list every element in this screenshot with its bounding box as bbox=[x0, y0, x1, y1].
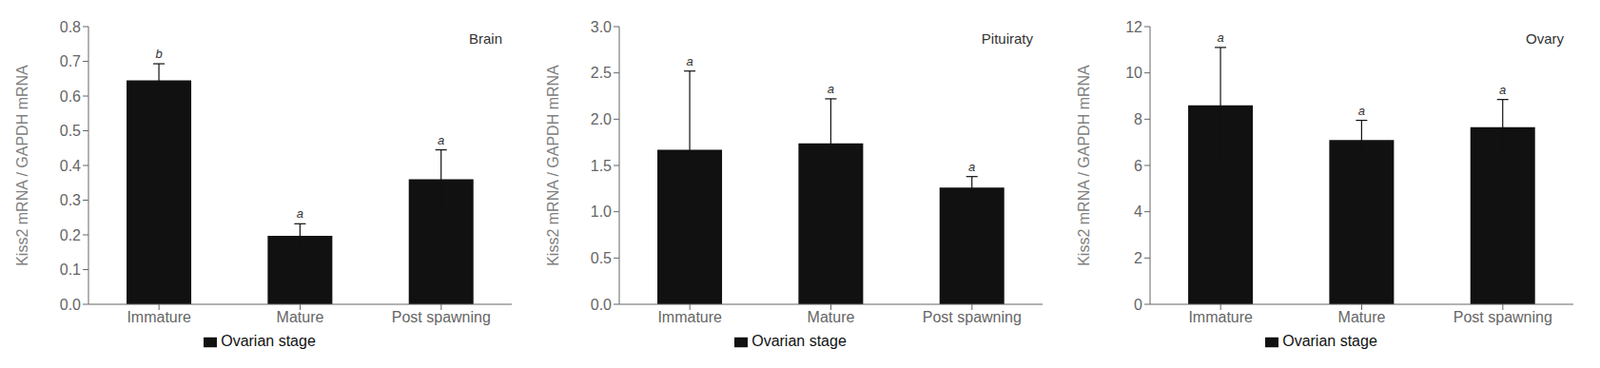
svg-text:Post spawning: Post spawning bbox=[391, 309, 491, 326]
svg-text:1.0: 1.0 bbox=[590, 203, 612, 220]
svg-text:8: 8 bbox=[1133, 111, 1143, 128]
svg-text:a: a bbox=[1499, 82, 1506, 98]
svg-text:Kiss2 mRNA / GAPDH mRNA: Kiss2 mRNA / GAPDH mRNA bbox=[545, 64, 562, 267]
svg-text:Kiss2 mRNA / GAPDH mRNA: Kiss2 mRNA / GAPDH mRNA bbox=[1075, 64, 1093, 267]
svg-text:0.7: 0.7 bbox=[59, 53, 81, 70]
svg-text:2: 2 bbox=[1133, 250, 1143, 267]
svg-text:b: b bbox=[155, 46, 162, 61]
html-text:Ovary: Ovary bbox=[1525, 30, 1564, 47]
svg-text:0.3: 0.3 bbox=[59, 192, 81, 209]
svg-text:Post spawning: Post spawning bbox=[1453, 309, 1553, 326]
svg-text:12: 12 bbox=[1125, 19, 1143, 36]
svg-text:0.0: 0.0 bbox=[59, 296, 81, 313]
html-text:Ovarian stage: Ovarian stage bbox=[751, 332, 847, 350]
svg-text:1.5: 1.5 bbox=[590, 157, 612, 175]
svg-text:10: 10 bbox=[1125, 64, 1143, 81]
svg-text:0.0: 0.0 bbox=[590, 296, 612, 313]
svg-text:Immature: Immature bbox=[657, 309, 722, 326]
svg-text:6: 6 bbox=[1133, 157, 1143, 175]
svg-text:0: 0 bbox=[1133, 296, 1143, 313]
html-text:Brain: Brain bbox=[468, 30, 503, 47]
svg-text:Immature: Immature bbox=[1188, 309, 1253, 326]
svg-text:Kiss2 mRNA / GAPDH mRNA: Kiss2 mRNA / GAPDH mRNA bbox=[14, 64, 31, 267]
svg-text:Mature: Mature bbox=[1338, 309, 1386, 326]
svg-text:2.0: 2.0 bbox=[590, 111, 612, 128]
html-text:Pituiraty: Pituiraty bbox=[981, 30, 1034, 47]
svg-text:Post spawning: Post spawning bbox=[922, 309, 1022, 326]
svg-text:Mature: Mature bbox=[276, 309, 325, 326]
svg-text:Mature: Mature bbox=[807, 309, 856, 326]
svg-text:2.5: 2.5 bbox=[590, 64, 612, 81]
svg-text:0.5: 0.5 bbox=[59, 122, 81, 139]
svg-text:0.2: 0.2 bbox=[59, 227, 81, 244]
svg-text:a: a bbox=[827, 81, 835, 97]
svg-text:3.0: 3.0 bbox=[590, 19, 612, 36]
svg-text:0.4: 0.4 bbox=[59, 157, 81, 175]
svg-text:a: a bbox=[968, 159, 976, 175]
html-text:Ovarian stage: Ovarian stage bbox=[1282, 332, 1378, 350]
html-text:Ovarian stage: Ovarian stage bbox=[220, 332, 316, 350]
svg-text:4: 4 bbox=[1133, 203, 1143, 220]
svg-text:a: a bbox=[437, 133, 445, 148]
svg-text:0.1: 0.1 bbox=[59, 261, 81, 278]
svg-text:Immature: Immature bbox=[126, 309, 192, 326]
svg-text:0.8: 0.8 bbox=[59, 19, 81, 36]
svg-text:a: a bbox=[685, 54, 693, 69]
svg-text:a: a bbox=[1216, 30, 1224, 45]
svg-text:a: a bbox=[296, 206, 304, 221]
svg-text:0.6: 0.6 bbox=[59, 88, 81, 105]
svg-text:0.5: 0.5 bbox=[590, 250, 612, 267]
svg-text:a: a bbox=[1358, 103, 1366, 118]
